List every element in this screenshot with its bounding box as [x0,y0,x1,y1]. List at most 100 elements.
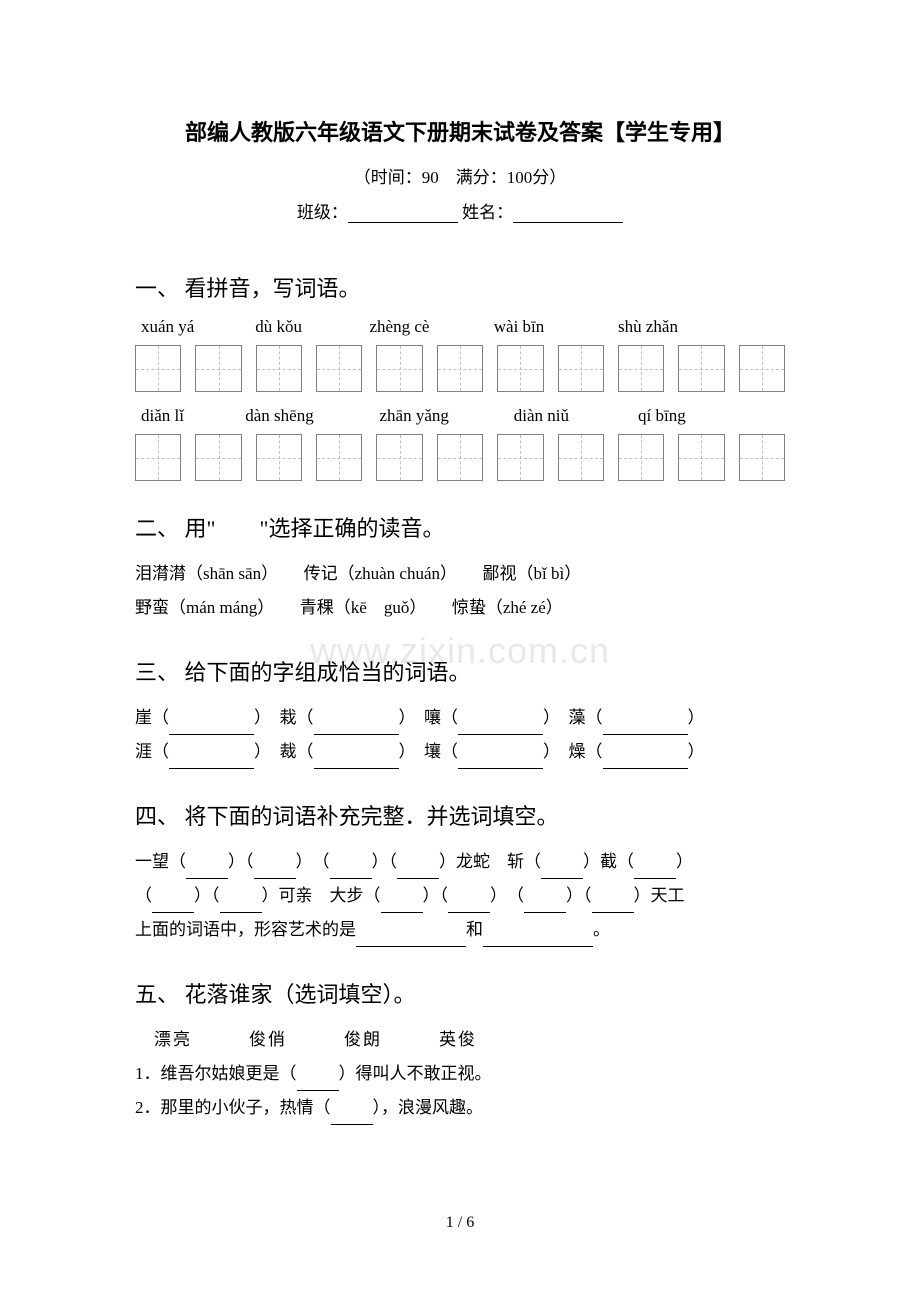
fill-blank[interactable] [603,719,688,735]
char-prompt: ） 燥（ [543,742,603,761]
char-close: ） [688,708,705,727]
section-5-heading: 五、 花落谁家（选词填空）。 [135,977,785,1009]
text-part: ）可亲 大步（ [262,886,381,905]
fill-blank[interactable] [603,753,688,769]
pinyin-item: diàn niǔ [514,406,634,426]
text-part: ） （ [490,886,524,905]
fill-blank[interactable] [592,897,634,913]
fill-blank[interactable] [524,897,566,913]
writing-boxes-row-2 [135,434,785,481]
char-prompt: ） 嚷（ [399,708,459,727]
text-part: ）（ [566,886,592,905]
writing-box[interactable] [316,434,362,481]
char-prompt: ） 藻（ [543,708,603,727]
fill-blank[interactable] [356,931,466,947]
section-4-line-3: 上面的词语中，形容艺术的是和。 [135,913,785,947]
char-prompt: 涯（ [135,742,169,761]
pinyin-item: zhān yǎng [380,406,510,426]
fill-blank[interactable] [169,719,254,735]
fill-blank[interactable] [634,863,676,879]
fill-blank[interactable] [397,863,439,879]
writing-box[interactable] [135,434,181,481]
text-part: ）（ [372,852,398,871]
pinyin-row-1: xuán yá dù kǒu zhèng cè wài bīn shù zhǎn [135,317,785,337]
text-part: ）（ [228,852,254,871]
document-subtitle: （时间：90 满分：100分） [135,163,785,188]
pinyin-row-2: diǎn lǐ dàn shēng zhān yǎng diàn niǔ qí … [135,406,785,426]
fill-blank[interactable] [330,863,372,879]
writing-box[interactable] [739,434,785,481]
fill-blank[interactable] [169,753,254,769]
writing-box[interactable] [618,345,664,392]
writing-box[interactable] [437,345,483,392]
fill-blank[interactable] [297,1075,339,1091]
section-1-heading: 一、 看拼音，写词语。 [135,271,785,303]
fill-blank[interactable] [483,931,593,947]
pinyin-item: qí bīng [638,406,686,426]
document-title: 部编人教版六年级语文下册期末试卷及答案【学生专用】 [135,115,785,147]
section-5-q2: 2．那里的小伙子，热情（），浪漫风趣。 [135,1091,785,1125]
char-prompt: 崖（ [135,708,169,727]
fill-blank[interactable] [186,863,228,879]
fill-blank[interactable] [314,719,399,735]
pinyin-item: shù zhǎn [618,317,678,337]
writing-box[interactable] [678,345,724,392]
writing-box[interactable] [618,434,664,481]
fill-blank[interactable] [152,897,194,913]
text-part: 和 [466,920,483,939]
writing-box[interactable] [497,345,543,392]
fill-blank[interactable] [220,897,262,913]
writing-box[interactable] [558,345,604,392]
section-3-line-1: 崖（ ） 栽（ ） 嚷（ ） 藻（ ） [135,701,785,735]
writing-box[interactable] [256,434,302,481]
text-part: 一望（ [135,852,186,871]
pinyin-item: zhèng cè [370,317,490,337]
section-2-line-1: 泪潸潸（shān sān） 传记（zhuàn chuán） 鄙视（bǐ bì） [135,557,785,591]
char-prompt: ） 栽（ [254,708,314,727]
writing-box[interactable] [256,345,302,392]
fill-blank[interactable] [314,753,399,769]
text-part: ）截（ [583,852,634,871]
writing-box[interactable] [195,434,241,481]
text-part: ）（ [423,886,449,905]
writing-box[interactable] [195,345,241,392]
pinyin-item: dù kǒu [255,317,365,337]
section-5-words: 漂亮 俊俏 俊朗 英俊 [135,1023,785,1057]
text-part: ）天工 [634,886,685,905]
class-blank[interactable] [348,205,458,223]
fill-blank[interactable] [458,719,543,735]
pinyin-item: diǎn lǐ [141,406,241,426]
writing-box[interactable] [376,434,422,481]
char-prompt: ） 壤（ [399,742,459,761]
text-part: 2．那里的小伙子，热情（ [135,1098,331,1117]
writing-box[interactable] [437,434,483,481]
writing-box[interactable] [497,434,543,481]
pinyin-item: dàn shēng [245,406,375,426]
section-2-heading: 二、 用" "选择正确的读音。 [135,511,785,543]
char-prompt: ） 裁（ [254,742,314,761]
page-number: 1 / 6 [446,1214,474,1232]
writing-box[interactable] [135,345,181,392]
text-part: 1．维吾尔姑娘更是（ [135,1064,297,1083]
fill-blank[interactable] [254,863,296,879]
fill-blank[interactable] [541,863,583,879]
student-info-line: 班级： 姓名： [135,198,785,223]
section-3-heading: 三、 给下面的字组成恰当的词语。 [135,655,785,687]
writing-box[interactable] [678,434,724,481]
writing-box[interactable] [739,345,785,392]
fill-blank[interactable] [331,1109,373,1125]
writing-box[interactable] [316,345,362,392]
writing-boxes-row-1 [135,345,785,392]
writing-box[interactable] [376,345,422,392]
section-4-heading: 四、 将下面的词语补充完整．并选词填空。 [135,799,785,831]
writing-box[interactable] [558,434,604,481]
fill-blank[interactable] [458,753,543,769]
text-part: 上面的词语中，形容艺术的是 [135,920,356,939]
fill-blank[interactable] [381,897,423,913]
pinyin-item: wài bīn [494,317,614,337]
name-blank[interactable] [513,205,623,223]
fill-blank[interactable] [448,897,490,913]
section-4-line-2: （）（）可亲 大步（）（） （）（）天工 [135,879,785,913]
char-close: ） [688,742,705,761]
text-part: ）龙蛇 斩（ [439,852,541,871]
